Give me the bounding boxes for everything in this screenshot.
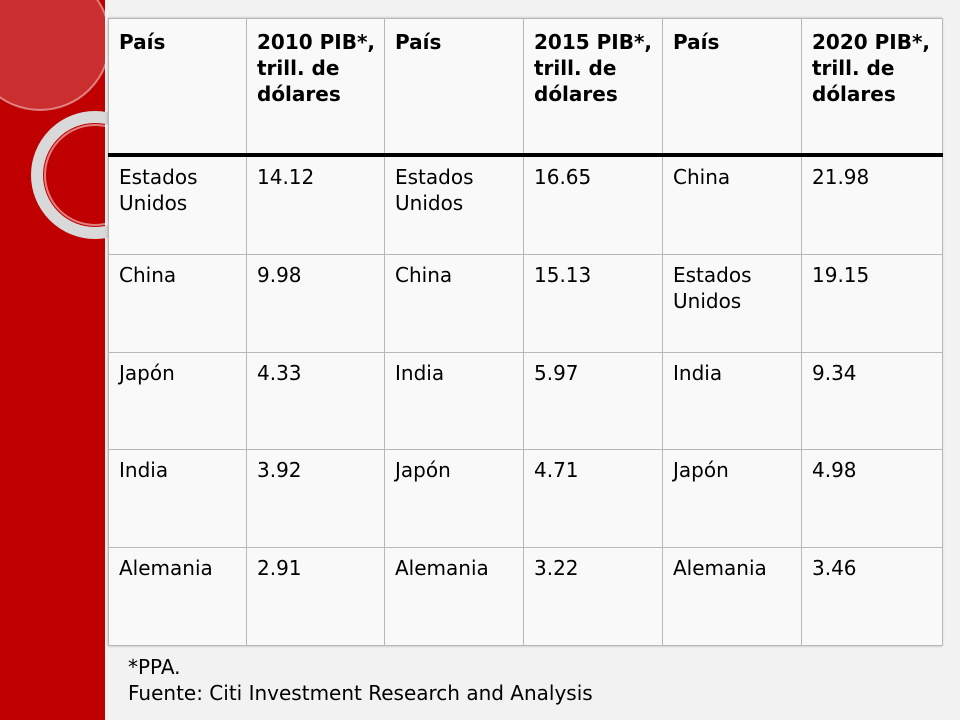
table-cell: India [108,449,247,549]
table-cell: China [108,253,247,353]
table-row: Alemania 2.91 Alemania 3.22 Alemania 3.4… [108,547,943,646]
table-row: China 9.98 China 15.13 Estados Unidos 19… [108,253,943,353]
table-cell: Japón [384,449,524,549]
table-cell: 3.46 [801,547,943,646]
table-cell: 16.65 [523,154,663,255]
table-cell: 3.92 [246,449,385,549]
header-cell: 2020 PIB*, trill. de dólares [801,18,943,157]
header-cell: País [108,18,247,157]
footnote-ppa: *PPA. [128,655,181,679]
decorative-circles [0,0,140,239]
footnote: *PPA. Fuente: Citi Investment Research a… [128,654,593,706]
header-cell: País [384,18,524,157]
table-cell: 4.33 [246,351,385,451]
table-cell: 2.91 [246,547,385,646]
table-row: India 3.92 Japón 4.71 Japón 4.98 [108,449,943,549]
table-cell: 14.12 [246,154,385,255]
table-cell: Japón [108,351,247,451]
table-cell: 15.13 [523,253,663,353]
table-cell: Japón [662,449,802,549]
footnote-source: Fuente: Citi Investment Research and Ana… [128,681,593,705]
table-row: Japón 4.33 India 5.97 India 9.34 [108,351,943,451]
table-cell: 3.22 [523,547,663,646]
table-cell: 19.15 [801,253,943,353]
table-row: Estados Unidos 14.12 Estados Unidos 16.6… [108,154,943,255]
table-cell: Alemania [108,547,247,646]
gdp-table-container: País 2010 PIB*, trill. de dólares País 2… [108,18,943,646]
gdp-table: País 2010 PIB*, trill. de dólares País 2… [108,18,943,646]
table-cell: 9.98 [246,253,385,353]
table-cell: China [384,253,524,353]
table-cell: 4.98 [801,449,943,549]
table-cell: Estados Unidos [108,154,247,255]
table-cell: Estados Unidos [384,154,524,255]
table-cell: Alemania [662,547,802,646]
header-cell: 2010 PIB*, trill. de dólares [246,18,385,157]
table-cell: China [662,154,802,255]
table-cell: India [662,351,802,451]
table-cell: India [384,351,524,451]
table-cell: Estados Unidos [662,253,802,353]
header-cell: País [662,18,802,157]
table-cell: 4.71 [523,449,663,549]
table-cell: 9.34 [801,351,943,451]
table-cell: 5.97 [523,351,663,451]
table-cell: 21.98 [801,154,943,255]
header-cell: 2015 PIB*, trill. de dólares [523,18,663,157]
table-header-row: País 2010 PIB*, trill. de dólares País 2… [108,18,943,157]
table-cell: Alemania [384,547,524,646]
